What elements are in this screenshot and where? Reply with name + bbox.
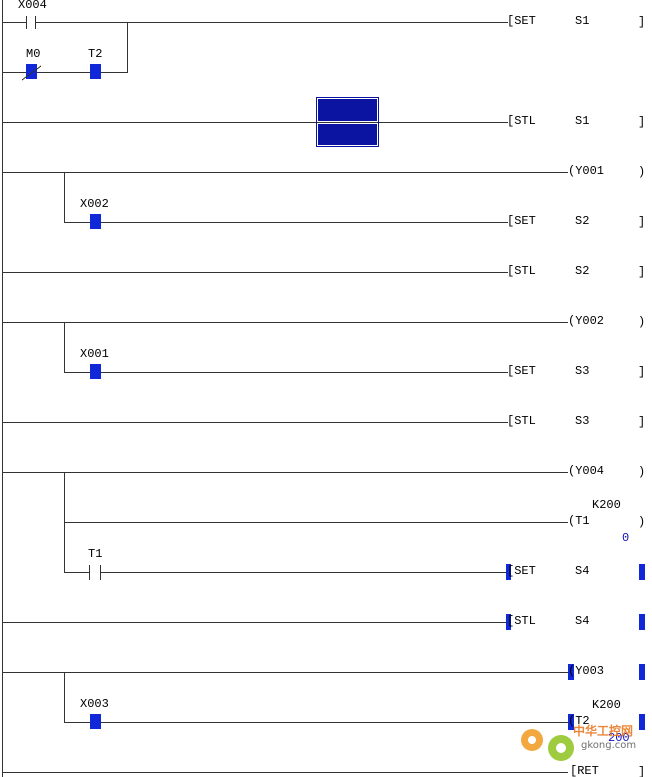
bracket-close: ] xyxy=(638,765,645,777)
m0-nc-slash xyxy=(21,65,42,81)
m0-contact[interactable] xyxy=(26,64,37,79)
timer-t2-current: 200 xyxy=(608,731,630,745)
coil-y004: (Y004 xyxy=(568,464,604,478)
bracket-close: ] xyxy=(638,415,645,429)
operand-s4: S4 xyxy=(575,614,589,628)
contact-label-x002: X002 xyxy=(80,197,109,211)
coil-t2: (T2 xyxy=(568,714,590,728)
operand-s3: S3 xyxy=(575,364,589,378)
x003-contact[interactable] xyxy=(90,714,101,729)
rung-ret[interactable]: [RET ] xyxy=(2,764,645,777)
instruction-set: [SET xyxy=(507,14,536,28)
instruction-ret: [RET xyxy=(570,764,599,777)
rung-stl-s1[interactable]: [STL S1 ] xyxy=(2,97,645,147)
timer-t2-setting: K200 xyxy=(592,698,621,712)
selection-cursor-frame[interactable] xyxy=(316,97,379,147)
coil-close: ) xyxy=(638,465,645,479)
bracket-close: ] xyxy=(638,15,645,29)
instruction-set: [SET xyxy=(507,564,536,578)
t2-contact[interactable] xyxy=(90,64,101,79)
bracket-close: ] xyxy=(638,265,645,279)
rung-y001-set-s2[interactable]: (Y001 ) X002 [SET S2 ] xyxy=(2,164,645,229)
coil-close: ) xyxy=(638,515,645,529)
t2-active-marker xyxy=(568,714,574,730)
bracket-close: ] xyxy=(638,365,645,379)
instruction-set: [SET xyxy=(507,214,536,228)
instruction-stl: [STL xyxy=(507,264,536,278)
coil-close: ) xyxy=(638,165,645,179)
x001-contact[interactable] xyxy=(90,364,101,379)
coil-t1: (T1 xyxy=(568,514,590,528)
rung-y003-t2[interactable]: (Y003 X003 K200 (T2 200 xyxy=(2,664,645,745)
rung-y002-set-s3[interactable]: (Y002 ) X001 [SET S3 ] xyxy=(2,314,645,379)
coil-close: ) xyxy=(638,315,645,329)
bracket-close: ] xyxy=(638,215,645,229)
coil-y002: (Y002 xyxy=(568,314,604,328)
contact-label-t1: T1 xyxy=(88,547,102,561)
rung-set-s1[interactable]: X004 M0 T2 [SET S1 ] xyxy=(2,0,645,81)
timer-t1-current: 0 xyxy=(622,531,629,545)
watermark-url: gkong.com xyxy=(581,740,636,751)
rung-stl-s4[interactable]: [STL S4 xyxy=(2,614,645,630)
instruction-set: [SET xyxy=(507,364,536,378)
watermark-title: 中华工控网 xyxy=(573,723,633,738)
selection-cursor-bottom xyxy=(318,124,377,145)
contact-label-x004: X004 xyxy=(18,0,47,12)
stl-s4-active-marker xyxy=(506,614,511,630)
gkong-watermark: 中华工控网 gkong.com xyxy=(521,723,636,761)
rung-stl-s2[interactable]: [STL S2 ] xyxy=(2,264,645,279)
rung-y004-t1-set-s4[interactable]: (Y004 ) K200 (T1 ) 0 T1 [SET S4 xyxy=(2,464,645,580)
timer-t1-setting: K200 xyxy=(592,498,621,512)
set-s4-active-marker xyxy=(506,564,511,580)
contact-label-m0: M0 xyxy=(26,47,40,61)
set-s4-active-end xyxy=(639,564,645,580)
instruction-stl: [STL xyxy=(507,114,536,128)
instruction-stl: [STL xyxy=(507,414,536,428)
coil-y003: (Y003 xyxy=(568,664,604,678)
bracket-close: ] xyxy=(638,115,645,129)
operand-s3: S3 xyxy=(575,414,589,428)
stl-s4-active-end xyxy=(639,614,645,630)
contact-label-x003: X003 xyxy=(80,697,109,711)
contact-label-x001: X001 xyxy=(80,347,109,361)
selection-cursor-top xyxy=(318,99,377,121)
t2-active-end xyxy=(639,714,645,730)
operand-s1: S1 xyxy=(575,114,589,128)
rung-stl-s3[interactable]: [STL S3 ] xyxy=(2,414,645,429)
operand-s1: S1 xyxy=(575,14,589,28)
operand-s2: S2 xyxy=(575,264,589,278)
gear-icon xyxy=(521,729,574,761)
coil-y001: (Y001 xyxy=(568,164,604,178)
contact-label-t2: T2 xyxy=(88,47,102,61)
instruction-stl: [STL xyxy=(507,614,536,628)
x002-contact[interactable] xyxy=(90,214,101,229)
y003-active-marker xyxy=(568,664,574,680)
y003-active-end xyxy=(639,664,645,680)
operand-s2: S2 xyxy=(575,214,589,228)
operand-s4: S4 xyxy=(575,564,589,578)
